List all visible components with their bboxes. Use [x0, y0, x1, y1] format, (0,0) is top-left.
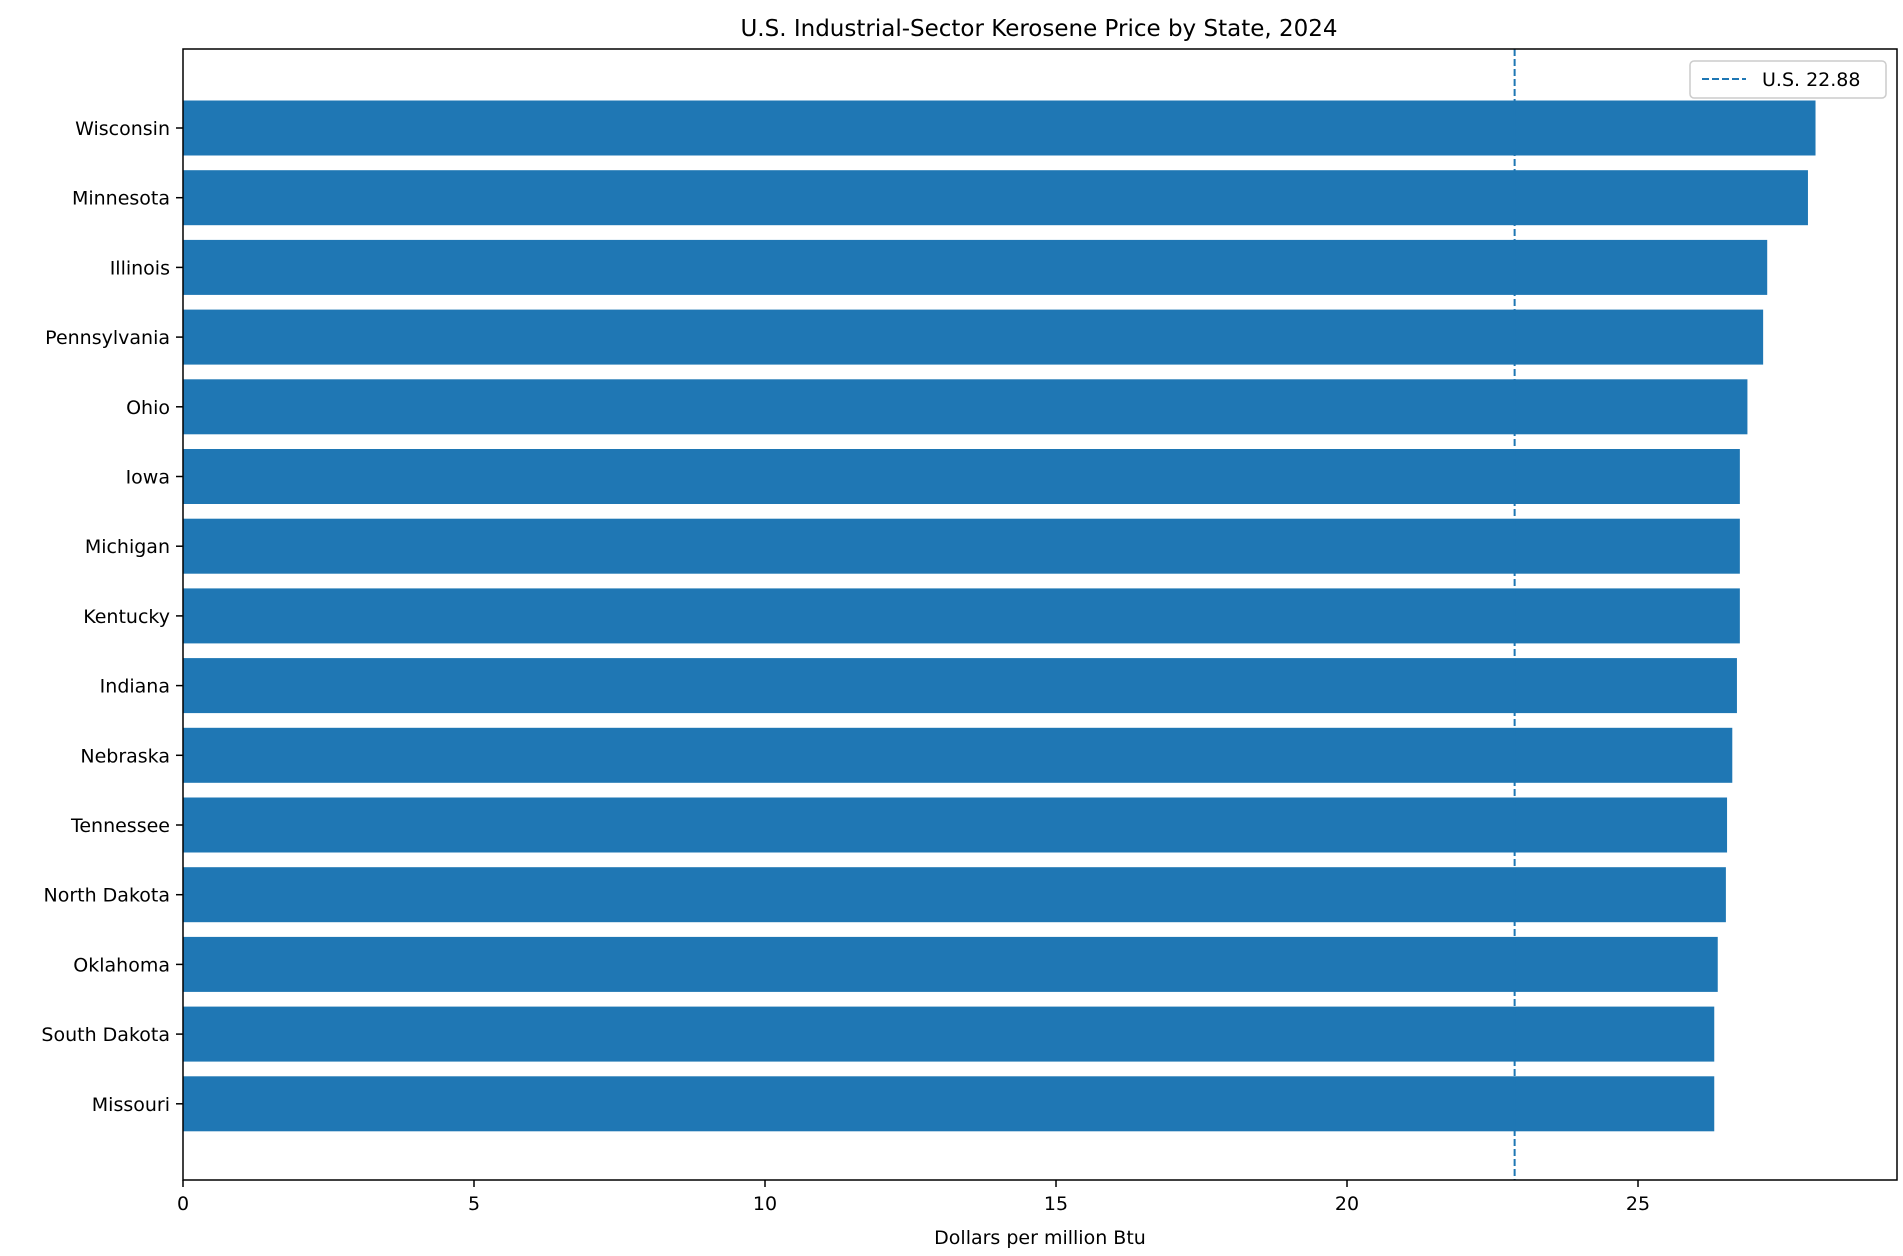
bar-iowa: [183, 449, 1740, 504]
y-axis-ticks: Wisconsin Minnesota Illinois Pennsylvania Oh…: [41, 118, 183, 1116]
y-tick-label: Wisconsin: [75, 118, 170, 140]
bar-wisconsin: [183, 100, 1816, 156]
x-tick-label: 25: [1626, 1193, 1650, 1215]
x-tick-label: 0: [177, 1193, 189, 1215]
y-tick-label: Iowa: [126, 467, 170, 489]
y-tick-label: Michigan: [85, 536, 170, 558]
y-tick-label: South Dakota: [41, 1024, 170, 1046]
x-axis-ticks: 0 5 10 15 20 25: [177, 1180, 1650, 1215]
y-tick-label: Nebraska: [80, 745, 170, 767]
y-tick-label: Ohio: [126, 397, 170, 419]
bar-minnesota: [183, 170, 1808, 226]
y-tick-label: Tennessee: [70, 815, 170, 837]
bar-ohio: [183, 379, 1748, 435]
y-tick-label: Minnesota: [72, 188, 170, 210]
y-tick-label: North Dakota: [44, 885, 171, 907]
bar-oklahoma: [183, 936, 1718, 992]
plot-frame: [182, 48, 1898, 1181]
bar-nebraska: [183, 727, 1733, 783]
bar-michigan: [183, 518, 1740, 574]
bar-kentucky: [183, 588, 1740, 644]
legend-entry-label: U.S. 22.88: [1762, 69, 1860, 91]
y-tick-label: Pennsylvania: [45, 327, 170, 349]
x-tick-label: 15: [1044, 1193, 1068, 1215]
legend-box: [1689, 60, 1887, 99]
bar-south-dakota: [183, 1006, 1715, 1062]
bar-indiana: [183, 658, 1737, 714]
bar-north-dakota: [183, 867, 1726, 923]
bars-layer: [183, 100, 1816, 1132]
y-tick-label: Kentucky: [83, 606, 170, 628]
x-axis-label: Dollars per million Btu: [934, 1227, 1146, 1249]
bar-illinois: [183, 239, 1768, 295]
y-tick-label: Missouri: [92, 1094, 170, 1116]
legend: U.S. 22.88: [1689, 60, 1887, 99]
y-tick-label: Oklahoma: [73, 954, 170, 976]
bar-pennsylvania: [183, 309, 1764, 365]
x-tick-label: 5: [468, 1193, 480, 1215]
x-tick-label: 20: [1335, 1193, 1359, 1215]
y-tick-label: Indiana: [100, 676, 170, 698]
chart-title: U.S. Industrial-Sector Kerosene Price by…: [740, 16, 1337, 42]
bar-missouri: [183, 1076, 1715, 1132]
y-tick-label: Illinois: [110, 257, 170, 279]
bar-tennessee: [183, 797, 1728, 853]
x-tick-label: 10: [753, 1193, 777, 1215]
